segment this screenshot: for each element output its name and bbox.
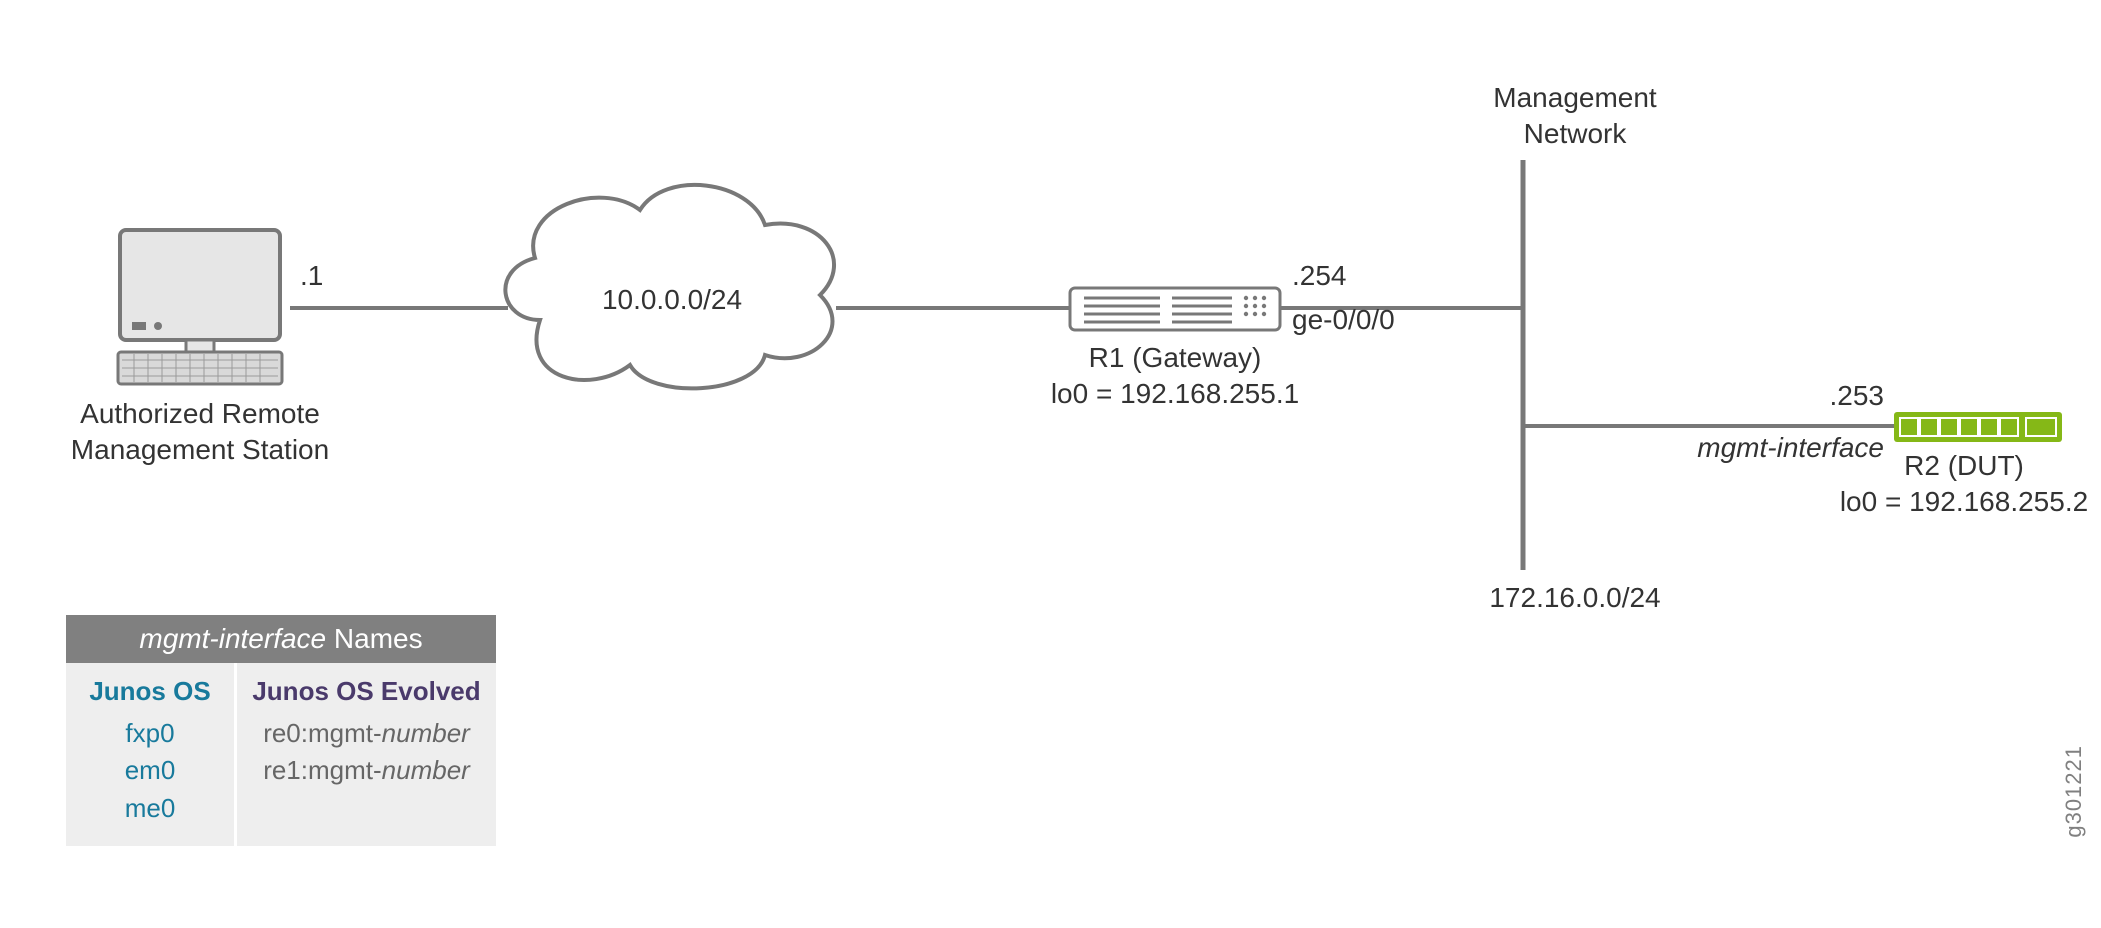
mgmt-title-2: Network xyxy=(1524,116,1627,151)
r1-interface-label: ge-0/0/0 xyxy=(1292,302,1395,337)
legend-col-junos-header: Junos OS xyxy=(80,673,220,711)
mgmt-title-1: Management xyxy=(1493,80,1656,115)
legend-col-junos: Junos OS fxp0 em0 me0 xyxy=(66,663,234,846)
mgmt-subnet: 172.16.0.0/24 xyxy=(1489,580,1660,615)
legend-col-evolved: Junos OS Evolved re0:mgmt-number re1:mgm… xyxy=(234,663,496,846)
r2-name-2: lo0 = 192.168.255.2 xyxy=(1840,484,2088,519)
r1-name-2: lo0 = 192.168.255.1 xyxy=(1051,376,1299,411)
legend-col-evolved-header: Junos OS Evolved xyxy=(251,673,482,711)
r1-endpoint-label: .254 xyxy=(1292,258,1347,293)
legend-evolved-val-0: re0:mgmt-number xyxy=(251,715,482,753)
r2-endpoint-label: .253 xyxy=(1830,378,1885,413)
workstation-icon xyxy=(118,230,282,384)
legend-title-italic: mgmt-interface xyxy=(139,623,326,654)
r1-name-1: R1 (Gateway) xyxy=(1089,340,1262,375)
legend-evolved-val-1: re1:mgmt-number xyxy=(251,752,482,790)
r2-interface-label: mgmt-interface xyxy=(1697,430,1884,465)
legend-junos-val-2: me0 xyxy=(80,790,220,828)
ws-endpoint-label: .1 xyxy=(300,258,323,293)
r1-router-icon xyxy=(1070,288,1280,330)
r2-name-1: R2 (DUT) xyxy=(1904,448,2024,483)
workstation-label-1: Authorized Remote xyxy=(80,396,320,431)
r2-switch-icon xyxy=(1894,412,2062,442)
figure-id: g301221 xyxy=(2061,745,2087,838)
cloud-label: 10.0.0.0/24 xyxy=(602,282,742,317)
legend-table: mgmt-interface Names Junos OS fxp0 em0 m… xyxy=(66,615,496,846)
legend-title-suffix: Names xyxy=(326,623,422,654)
legend-junos-val-1: em0 xyxy=(80,752,220,790)
legend-junos-val-0: fxp0 xyxy=(80,715,220,753)
legend-table-header: mgmt-interface Names xyxy=(66,615,496,663)
workstation-label-2: Management Station xyxy=(71,432,329,467)
